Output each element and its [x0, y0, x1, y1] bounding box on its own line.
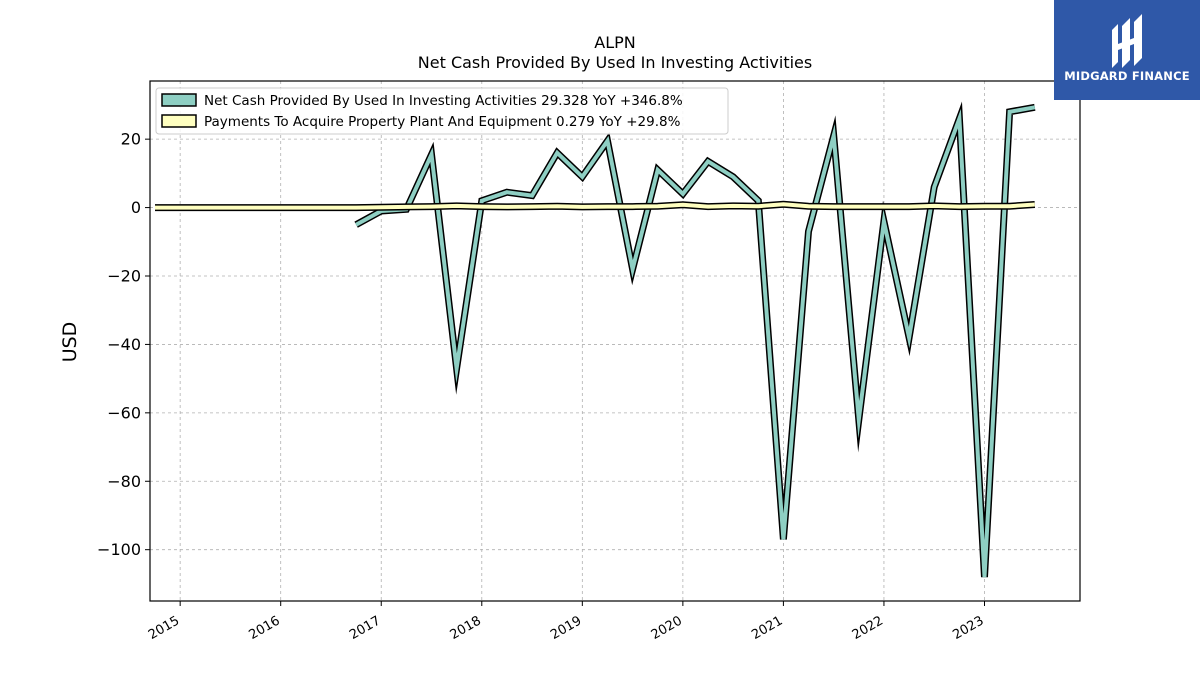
y-tick-label: 20 [121, 130, 141, 149]
y-tick-label: −100 [97, 540, 141, 559]
series-layer [155, 101, 1036, 578]
y-tick-label: −40 [107, 335, 141, 354]
x-tick-label: 2020 [649, 613, 685, 643]
x-tick-label: 2016 [247, 613, 283, 643]
series-1-line [155, 202, 1035, 210]
chart-subtitle: Net Cash Provided By Used In Investing A… [418, 53, 812, 72]
logo: MIDGARD FINANCE [1054, 0, 1200, 100]
chart-title: ALPN [594, 33, 635, 52]
legend-swatch-1 [161, 114, 197, 128]
plot-frame [149, 80, 1081, 602]
x-tick-label: 2015 [146, 613, 182, 643]
y-tick-label: −60 [107, 403, 141, 422]
legend-entry-0: Net Cash Provided By Used In Investing A… [204, 93, 683, 109]
y-tick-label: −80 [107, 472, 141, 491]
x-tick-label: 2021 [749, 613, 785, 643]
x-tick-label: 2017 [347, 613, 383, 643]
grid-layer [150, 81, 1080, 601]
legend-entry-1: Payments To Acquire Property Plant And E… [204, 114, 681, 130]
logo-brand-text: MIDGARD FINANCE [1064, 69, 1190, 83]
logo-mark-icon [1112, 14, 1142, 68]
y-tick-label: 0 [131, 198, 141, 217]
x-tick-label: 2022 [850, 613, 886, 643]
x-tick-label: 2018 [448, 613, 484, 643]
legend-box [155, 87, 729, 135]
legend-swatch-0 [161, 93, 197, 107]
x-tick-label: 2023 [950, 613, 986, 643]
series-0-line [355, 105, 1036, 578]
y-axis-label: USD [59, 322, 81, 363]
y-tick-label: −20 [107, 267, 141, 286]
x-tick-label: 2019 [548, 613, 584, 643]
legend: Net Cash Provided By Used In Investing A… [155, 87, 729, 135]
